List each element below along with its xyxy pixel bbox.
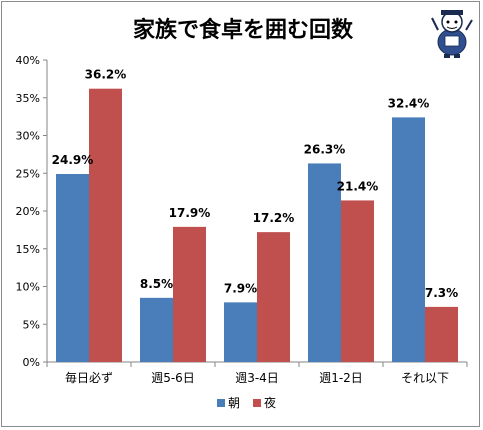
mascot-icon: [431, 10, 473, 58]
data-label: 36.2%: [85, 68, 127, 82]
legend-swatch: [217, 399, 225, 407]
y-tick-label: 40%: [16, 54, 40, 67]
y-tick-label: 5%: [23, 318, 40, 331]
y-tick-label: 25%: [16, 167, 40, 180]
y-tick-label: 20%: [16, 205, 40, 218]
data-labels: 24.9% 36.2% 8.5% 17.9% 7.9% 17.2% 26.3% 21.4% 32…: [52, 68, 458, 300]
data-label: 17.9%: [169, 206, 211, 220]
bar-朝: [224, 302, 257, 362]
legend-label: 朝: [228, 396, 240, 410]
bar-夜: [341, 200, 374, 362]
data-label: 26.3%: [304, 142, 346, 156]
data-label: 17.2%: [253, 211, 295, 225]
y-tick-label: 15%: [16, 243, 40, 256]
data-label: 7.3%: [425, 286, 458, 300]
bar-朝: [56, 174, 89, 362]
x-category-label: 週5-6日: [151, 371, 195, 385]
y-tick-label: 10%: [16, 281, 40, 294]
data-label: 24.9%: [52, 153, 94, 167]
y-tick-label: 30%: [16, 130, 40, 143]
data-label: 8.5%: [140, 277, 173, 291]
bar-marks: [56, 88, 458, 362]
x-category-label: 週3-4日: [235, 371, 279, 385]
chart-title: 家族で食卓を囲む回数: [133, 17, 354, 43]
bar-朝: [392, 117, 425, 362]
y-tick-label: 0%: [23, 356, 40, 369]
bar-夜: [89, 88, 122, 362]
bar-朝: [140, 297, 173, 362]
x-category-label: 毎日必ず: [65, 370, 113, 385]
bar-夜: [425, 306, 458, 362]
chart-legend: 朝夜: [217, 395, 276, 410]
x-category-label: それ以下: [401, 371, 449, 385]
bar-朝: [308, 163, 341, 362]
chart-axes: 0% 5% 10% 15% 20% 25% 30% 35% 40% 毎日必ず 週5-6日 週3-4日 週…: [16, 54, 468, 385]
legend-swatch: [253, 399, 261, 407]
x-category-label: 週1-2日: [319, 371, 363, 385]
bar-夜: [173, 226, 206, 362]
data-label: 32.4%: [388, 96, 430, 110]
bar-夜: [257, 232, 290, 362]
y-tick-label: 35%: [16, 92, 40, 105]
data-label: 7.9%: [224, 281, 257, 295]
data-label: 21.4%: [337, 179, 379, 193]
legend-label: 夜: [264, 395, 276, 410]
